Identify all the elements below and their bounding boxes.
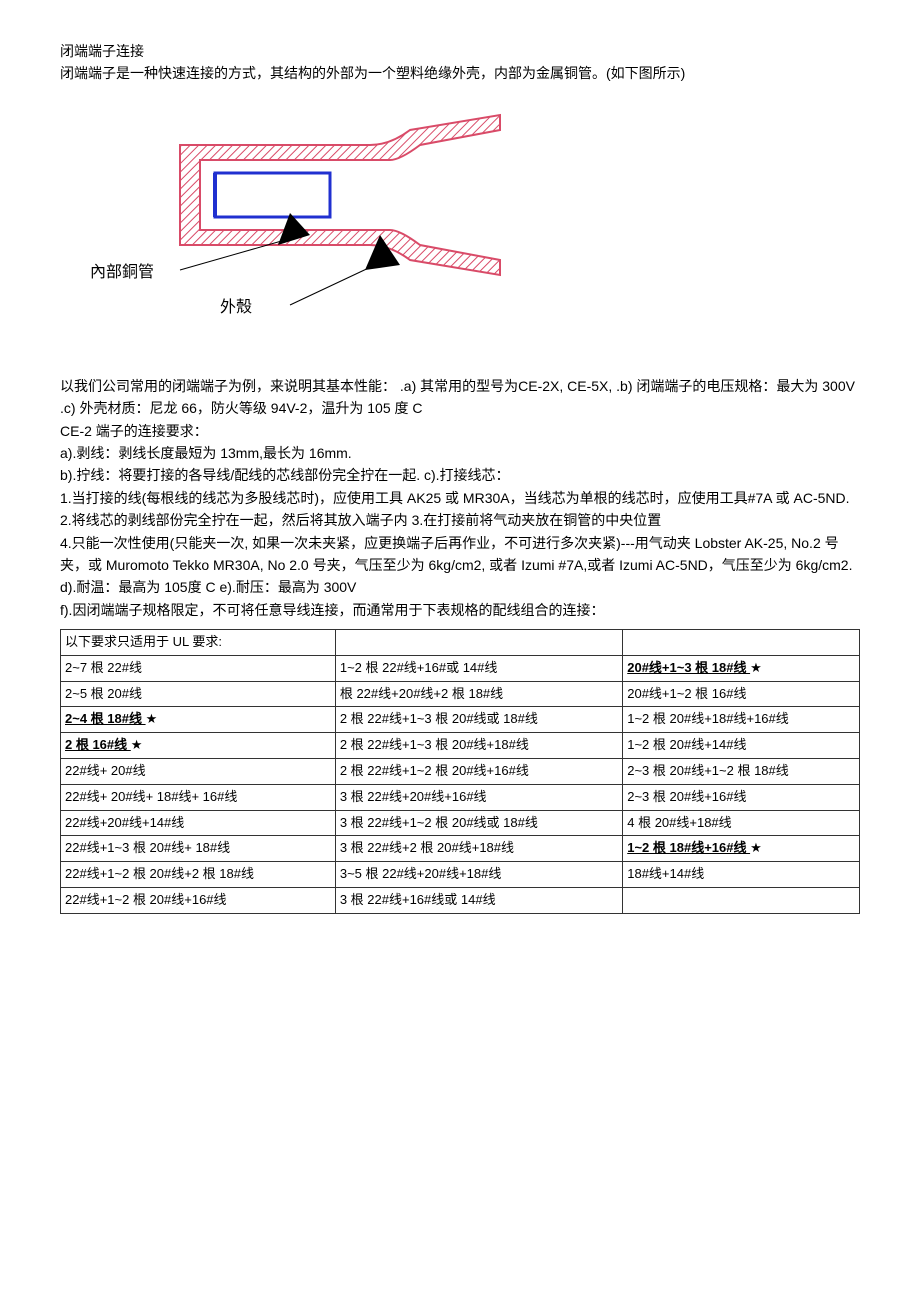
table-cell: 2~5 根 20#线 xyxy=(61,681,336,707)
spec-line-1: 以我们公司常用的闭端端子为例，来说明其基本性能： .a) 其常用的型号为CE-2… xyxy=(60,375,860,397)
table-cell: 22#线+ 20#线 xyxy=(61,759,336,785)
table-cell: 22#线+1~2 根 20#线+16#线 xyxy=(61,888,336,914)
table-cell: 22#线+1~2 根 20#线+2 根 18#线 xyxy=(61,862,336,888)
table-cell: 3 根 22#线+2 根 20#线+18#线 xyxy=(335,836,622,862)
table-cell: 2 根 16#线 ★ xyxy=(61,733,336,759)
spec-line-3: CE-2 端子的连接要求： xyxy=(60,420,860,442)
spec-p1: 1.当打接的线(每根线的线芯为多股线芯时)，应使用工具 AK25 或 MR30A… xyxy=(60,487,860,509)
diagram-label-outer-shell: 外殼 xyxy=(220,295,252,321)
table-cell xyxy=(623,888,860,914)
table-cell: 1~2 根 20#线+14#线 xyxy=(623,733,860,759)
table-row: 2~5 根 20#线根 22#线+20#线+2 根 18#线20#线+1~2 根… xyxy=(61,681,860,707)
table-cell: 2~3 根 20#线+16#线 xyxy=(623,784,860,810)
table-row: 22#线+ 20#线+ 18#线+ 16#线3 根 22#线+20#线+16#线… xyxy=(61,784,860,810)
table-header-cell xyxy=(335,630,622,656)
spec-line-2: .c) 外壳材质：尼龙 66，防火等级 94V-2，温升为 105 度 C xyxy=(60,397,860,419)
table-cell: 3 根 22#线+16#线或 14#线 xyxy=(335,888,622,914)
terminal-diagram: 內部銅管 外殼 xyxy=(60,105,860,335)
table-cell: 2~3 根 20#线+1~2 根 18#线 xyxy=(623,759,860,785)
table-cell: 1~2 根 20#线+18#线+16#线 xyxy=(623,707,860,733)
table-cell: 18#线+14#线 xyxy=(623,862,860,888)
table-cell: 2~7 根 22#线 xyxy=(61,655,336,681)
spec-p2: 2.将线芯的剥线部份完全拧在一起，然后将其放入端子内 3.在打接前将气动夹放在铜… xyxy=(60,509,860,531)
table-cell: 2 根 22#线+1~2 根 20#线+16#线 xyxy=(335,759,622,785)
table-cell: 1~2 根 18#线+16#线 ★ xyxy=(623,836,860,862)
table-cell: 22#线+1~3 根 20#线+ 18#线 xyxy=(61,836,336,862)
table-header-cell: 以下要求只适用于 UL 要求: xyxy=(61,630,336,656)
table-cell: 3 根 22#线+1~2 根 20#线或 18#线 xyxy=(335,810,622,836)
table-row: 2~4 根 18#线 ★2 根 22#线+1~3 根 20#线或 18#线1~2… xyxy=(61,707,860,733)
table-cell: 1~2 根 22#线+16#或 14#线 xyxy=(335,655,622,681)
spec-p4: 4.只能一次性使用(只能夹一次, 如果一次未夹紧，应更换端子后再作业，不可进行多… xyxy=(60,532,860,599)
table-header-cell xyxy=(623,630,860,656)
spec-f: f).因闭端端子规格限定，不可将任意导线连接，而通常用于下表规格的配线组合的连接… xyxy=(60,599,860,621)
diagram-label-inner-tube: 內部銅管 xyxy=(90,260,154,286)
table-cell: 3 根 22#线+20#线+16#线 xyxy=(335,784,622,810)
intro-desc: 闭端端子是一种快速连接的方式，其结构的外部为一个塑料绝缘外壳，内部为金属铜管。(… xyxy=(60,62,860,84)
table-row: 22#线+20#线+14#线3 根 22#线+1~2 根 20#线或 18#线4… xyxy=(61,810,860,836)
table-cell: 20#线+1~3 根 18#线 ★ xyxy=(623,655,860,681)
table-cell: 2~4 根 18#线 ★ xyxy=(61,707,336,733)
spec-a: a).剥线：剥线长度最短为 13mm,最长为 16mm. xyxy=(60,442,860,464)
table-cell: 3~5 根 22#线+20#线+18#线 xyxy=(335,862,622,888)
table-cell: 2 根 22#线+1~3 根 20#线+18#线 xyxy=(335,733,622,759)
table-cell: 22#线+20#线+14#线 xyxy=(61,810,336,836)
table-row: 2~7 根 22#线1~2 根 22#线+16#或 14#线20#线+1~3 根… xyxy=(61,655,860,681)
spec-b: b).拧线：将要打接的各导线/配线的芯线部份完全拧在一起. c).打接线芯： xyxy=(60,464,860,486)
table-row: 22#线+1~2 根 20#线+16#线3 根 22#线+16#线或 14#线 xyxy=(61,888,860,914)
table-row: 22#线+ 20#线2 根 22#线+1~2 根 20#线+16#线2~3 根 … xyxy=(61,759,860,785)
terminal-svg xyxy=(60,105,540,335)
wire-spec-table: 以下要求只适用于 UL 要求:2~7 根 22#线1~2 根 22#线+16#或… xyxy=(60,629,860,914)
table-row: 22#线+1~3 根 20#线+ 18#线3 根 22#线+2 根 20#线+1… xyxy=(61,836,860,862)
table-cell: 20#线+1~2 根 16#线 xyxy=(623,681,860,707)
table-row: 2 根 16#线 ★2 根 22#线+1~3 根 20#线+18#线1~2 根 … xyxy=(61,733,860,759)
table-cell: 2 根 22#线+1~3 根 20#线或 18#线 xyxy=(335,707,622,733)
table-row: 22#线+1~2 根 20#线+2 根 18#线3~5 根 22#线+20#线+… xyxy=(61,862,860,888)
table-cell: 4 根 20#线+18#线 xyxy=(623,810,860,836)
table-cell: 根 22#线+20#线+2 根 18#线 xyxy=(335,681,622,707)
table-cell: 22#线+ 20#线+ 18#线+ 16#线 xyxy=(61,784,336,810)
intro-title: 闭端端子连接 xyxy=(60,40,860,62)
